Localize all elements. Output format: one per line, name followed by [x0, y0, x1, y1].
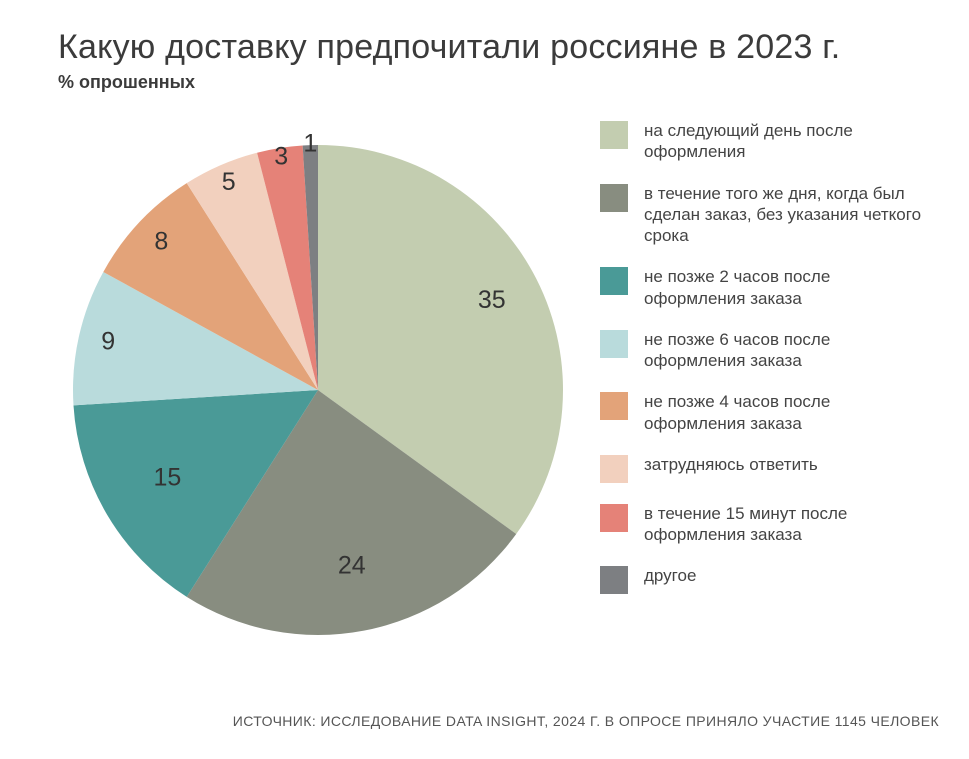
pie-value-label: 24	[338, 551, 366, 579]
legend-label: не позже 4 часов после оформления заказа	[644, 391, 924, 434]
legend-item: не позже 4 часов после оформления заказа	[600, 391, 940, 434]
legend-swatch	[600, 330, 628, 358]
legend-swatch	[600, 455, 628, 483]
pie-value-label: 9	[101, 328, 115, 356]
chart-title: Какую доставку предпочитали россияне в 2…	[58, 28, 840, 67]
legend-swatch	[600, 121, 628, 149]
legend-swatch	[600, 184, 628, 212]
legend-item: в течение 15 минут после оформления зака…	[600, 503, 940, 546]
pie-value-label: 3	[274, 143, 288, 171]
legend-label: затрудняюсь ответить	[644, 454, 818, 475]
legend-item: на следующий день после оформления	[600, 120, 940, 163]
legend-item: не позже 2 часов после оформления заказа	[600, 266, 940, 309]
legend-label: на следующий день после оформления	[644, 120, 924, 163]
legend-label: не позже 2 часов после оформления заказа	[644, 266, 924, 309]
legend-label: другое	[644, 565, 696, 586]
legend: на следующий день после оформления в тече…	[600, 120, 940, 594]
pie-value-label: 1	[303, 130, 317, 158]
legend-item: не позже 6 часов после оформления заказа	[600, 329, 940, 372]
pie-chart: 35 24 15 9 8 5 31	[58, 100, 578, 660]
pie-value-label: 5	[222, 168, 236, 196]
legend-label: в течение 15 минут после оформления зака…	[644, 503, 924, 546]
legend-label: в течение того же дня, когда был сделан …	[644, 183, 924, 247]
chart-subtitle: % опрошенных	[58, 72, 195, 93]
pie-value-label: 15	[153, 464, 181, 492]
pie-value-label: 35	[478, 286, 506, 314]
legend-item: затрудняюсь ответить	[600, 454, 940, 483]
legend-swatch	[600, 566, 628, 594]
pie-svg: 35 24 15 9 8 5 31	[58, 100, 578, 660]
source-note: ИСТОЧНИК: ИССЛЕДОВАНИЕ DATA INSIGHT, 202…	[0, 713, 939, 729]
pie-value-label: 8	[154, 227, 168, 255]
chart-frame: Какую доставку предпочитали россияне в 2…	[0, 0, 969, 759]
legend-item: в течение того же дня, когда был сделан …	[600, 183, 940, 247]
legend-label: не позже 6 часов после оформления заказа	[644, 329, 924, 372]
legend-swatch	[600, 392, 628, 420]
legend-item: другое	[600, 565, 940, 594]
legend-swatch	[600, 504, 628, 532]
legend-swatch	[600, 267, 628, 295]
